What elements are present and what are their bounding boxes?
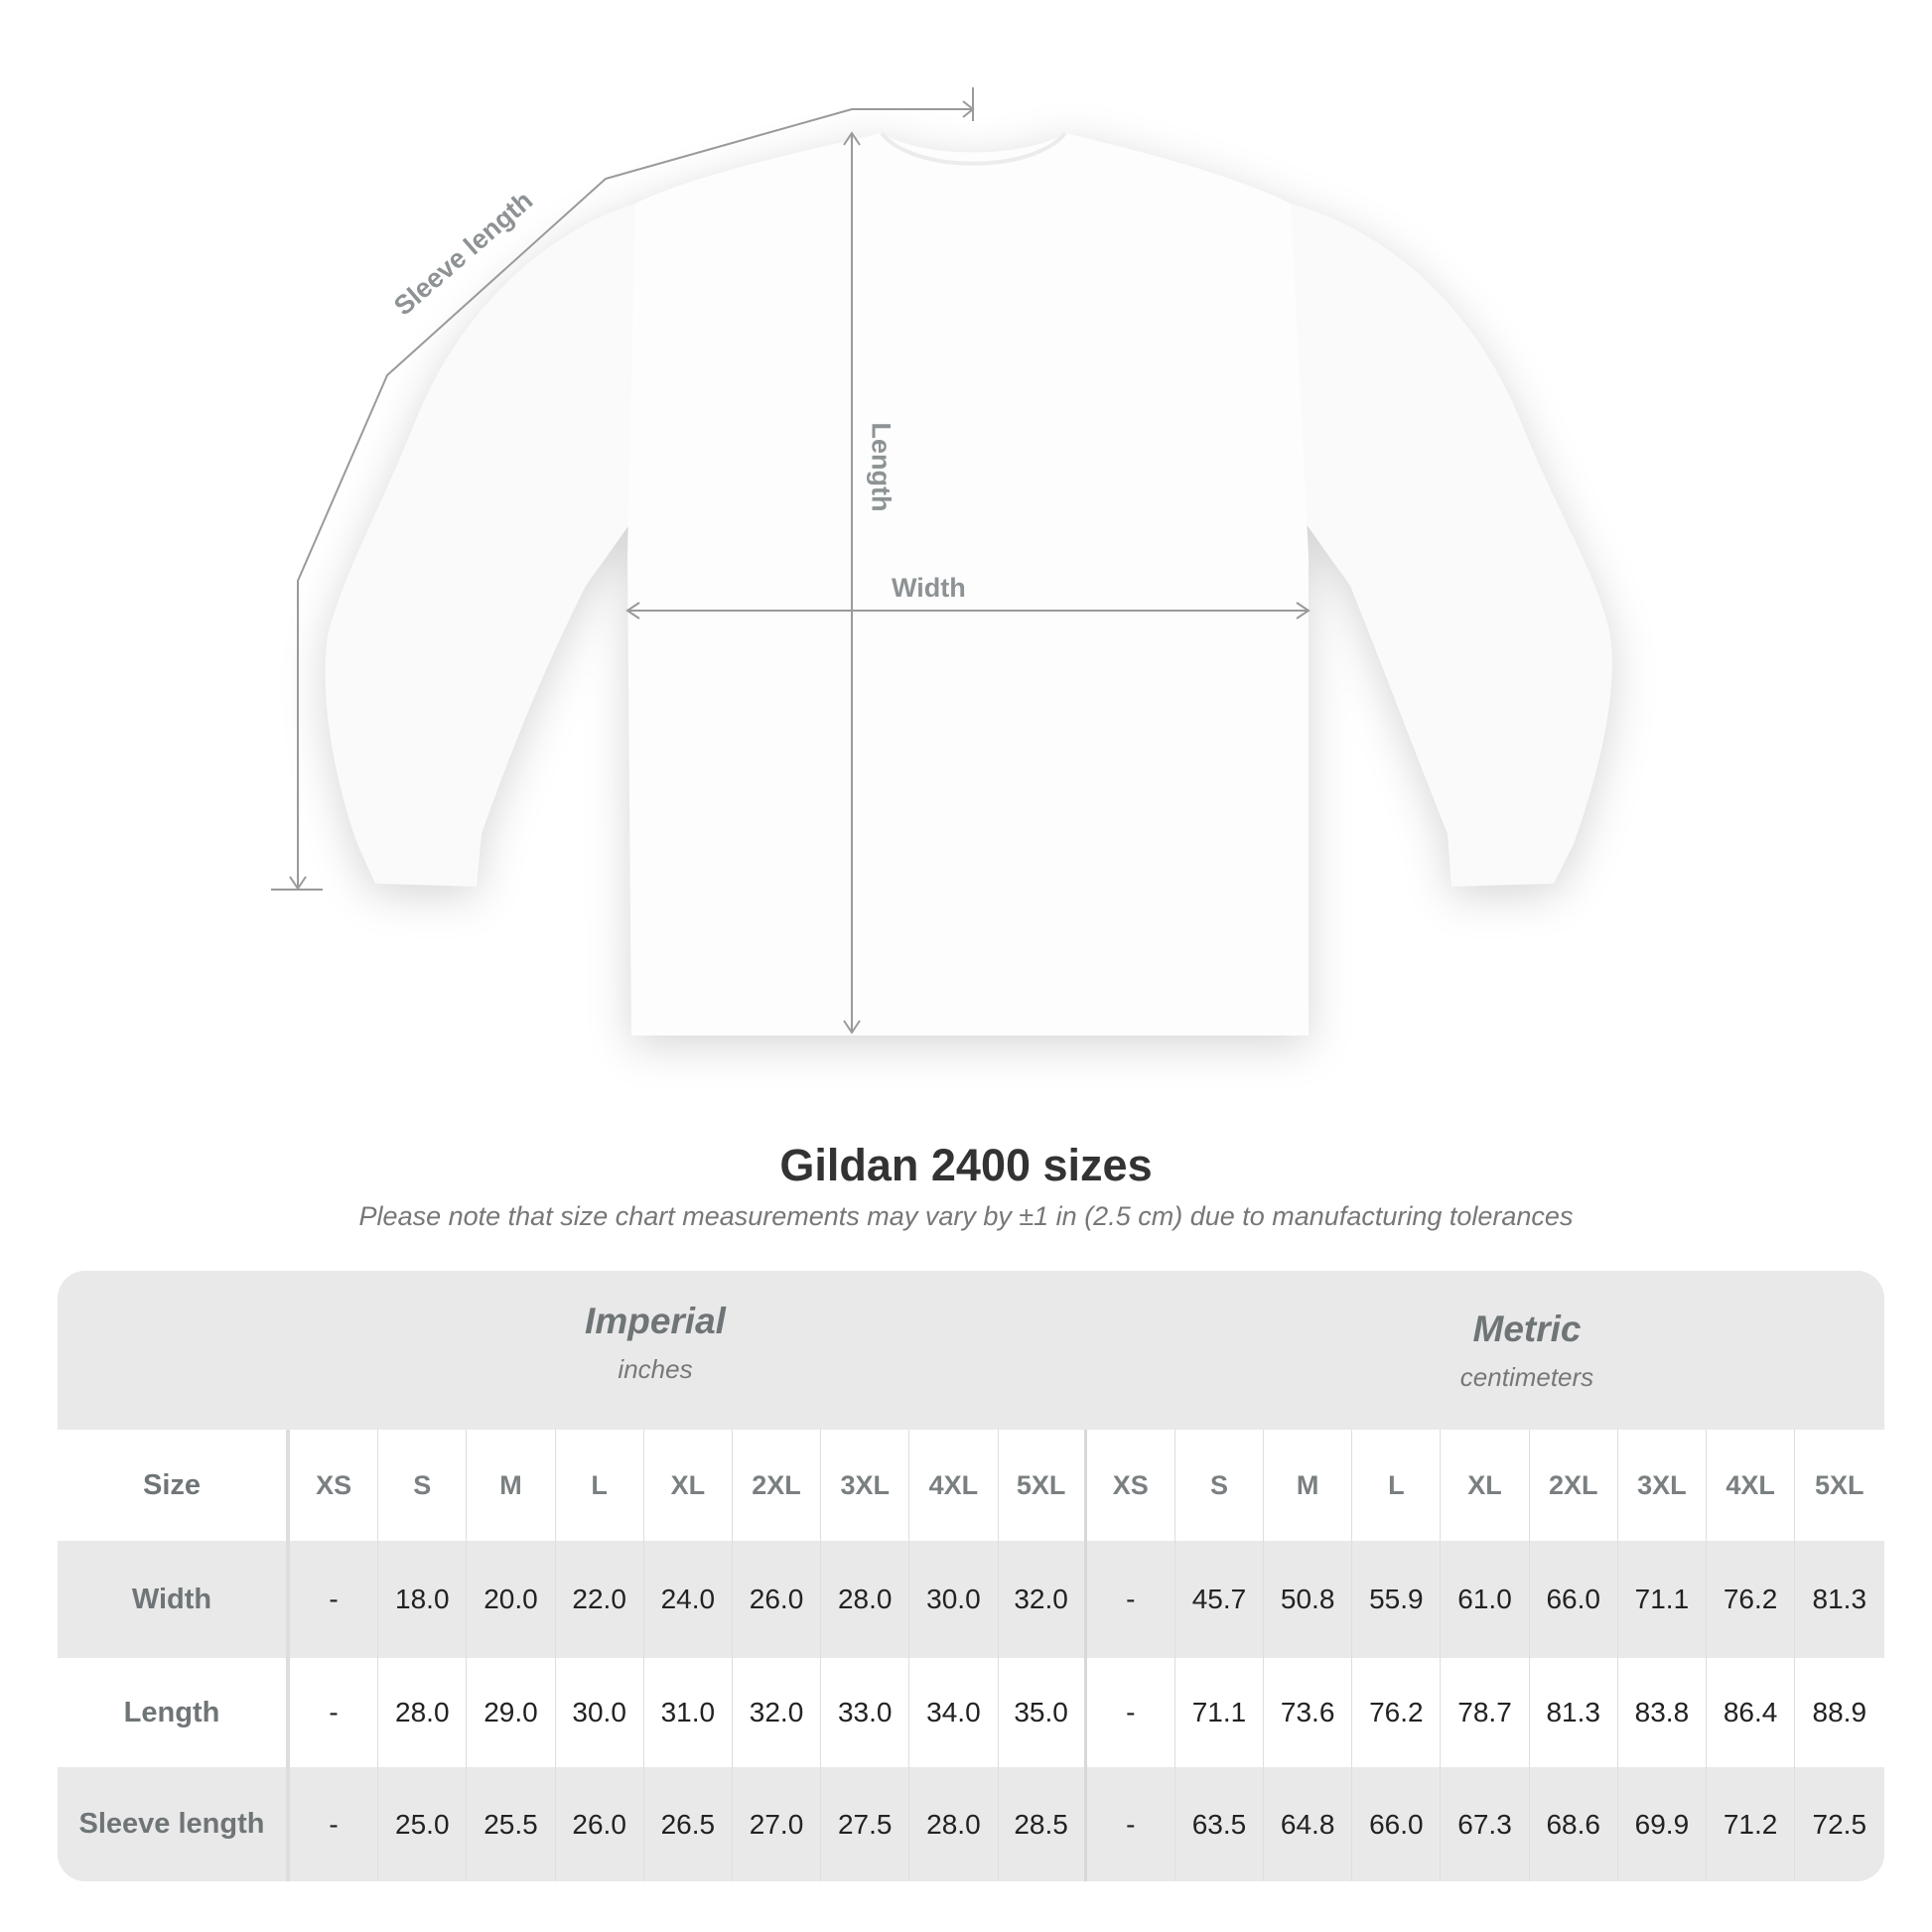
value-cell: 20.0 (467, 1541, 556, 1658)
value-cell: - (1087, 1658, 1175, 1767)
size-header-cell: L (1352, 1430, 1442, 1541)
value-cell: 32.0 (999, 1541, 1087, 1658)
long-sleeve-shirt-image (325, 131, 1612, 1035)
value-cell: 26.5 (644, 1767, 733, 1881)
metric-title: Metric (1472, 1309, 1582, 1349)
size-header-cell: 4XL (909, 1430, 999, 1541)
size-header-cell: 3XL (1618, 1430, 1707, 1541)
value-cell: 71.1 (1175, 1658, 1265, 1767)
value-cell: 26.0 (556, 1767, 644, 1881)
value-cell: - (290, 1541, 379, 1658)
value-cell: 30.0 (909, 1541, 999, 1658)
value-cell: 25.0 (378, 1767, 468, 1881)
value-cell: 28.5 (999, 1767, 1087, 1881)
value-cell: 28.0 (378, 1658, 468, 1767)
size-header-cell: L (556, 1430, 644, 1541)
width-label: Width (892, 573, 966, 603)
value-cell: 50.8 (1264, 1541, 1353, 1658)
sleeve-length-line (297, 108, 973, 887)
value-cell: 55.9 (1352, 1541, 1442, 1658)
value-cell: 71.1 (1618, 1541, 1707, 1658)
row-label: Width (58, 1541, 290, 1658)
metric-unit: centimeters (1459, 1362, 1594, 1392)
value-cell: 24.0 (644, 1541, 733, 1658)
value-cell: 18.0 (378, 1541, 468, 1658)
imperial-unit: inches (618, 1354, 693, 1384)
size-table: Imperial inches Metric centimeters Size X… (58, 1271, 1884, 1881)
value-cell: 76.2 (1352, 1658, 1442, 1767)
unit-header-band: Imperial inches Metric centimeters (58, 1271, 1884, 1430)
value-cell: 61.0 (1441, 1541, 1530, 1658)
value-cell: 64.8 (1264, 1767, 1353, 1881)
size-header-cell: M (467, 1430, 556, 1541)
metric-header: Metric centimeters (1229, 1309, 1825, 1393)
size-header-cell: XL (644, 1430, 733, 1541)
size-header-cell: 2XL (733, 1430, 822, 1541)
value-cell: 83.8 (1618, 1658, 1707, 1767)
value-cell: 28.0 (821, 1541, 910, 1658)
size-header-cell: 3XL (821, 1430, 910, 1541)
size-header-cell: XS (290, 1430, 379, 1541)
value-cell: - (290, 1767, 379, 1881)
value-cell: 27.5 (821, 1767, 910, 1881)
value-cell: 22.0 (556, 1541, 644, 1658)
table-row: Width -18.0 20.0 22.0 24.0 26.0 28.0 30.0 32.0-4… (58, 1541, 1884, 1658)
value-cell: 29.0 (467, 1658, 556, 1767)
value-cell: 35.0 (999, 1658, 1087, 1767)
size-header-cell: XS (1087, 1430, 1175, 1541)
value-cell: 63.5 (1175, 1767, 1265, 1881)
value-cell: 34.0 (909, 1658, 999, 1767)
value-cell: - (290, 1658, 379, 1767)
size-header-cell: XL (1441, 1430, 1530, 1541)
value-cell: 78.7 (1441, 1658, 1530, 1767)
value-cell: - (1087, 1541, 1175, 1658)
value-cell: 27.0 (733, 1767, 822, 1881)
value-cell: 72.5 (1812, 1808, 1867, 1840)
length-label: Length (866, 422, 897, 512)
value-cell: 81.3 (1812, 1584, 1867, 1614)
value-cell: 30.0 (556, 1658, 644, 1767)
imperial-title: Imperial (585, 1301, 726, 1341)
value-cell: 76.2 (1707, 1541, 1796, 1658)
size-header-cell: 5XL (999, 1430, 1087, 1541)
value-cell: 88.9 (1812, 1697, 1867, 1727)
value-cell: 81.3 (1530, 1658, 1618, 1767)
row-label: Length (58, 1658, 290, 1767)
value-cell: 33.0 (821, 1658, 910, 1767)
row-label: Sleeve length (58, 1767, 290, 1881)
page-title: Gildan 2400 sizes (779, 1140, 1153, 1190)
size-header-cell: M (1264, 1430, 1353, 1541)
value-cell: 71.2 (1707, 1767, 1796, 1881)
shirt-diagram (271, 87, 1612, 1035)
value-cell: 86.4 (1707, 1658, 1796, 1767)
value-cell: 45.7 (1175, 1541, 1265, 1658)
size-header-cell: S (378, 1430, 468, 1541)
value-cell: 68.6 (1530, 1767, 1618, 1881)
tolerance-note: Please note that size chart measurements… (358, 1201, 1574, 1231)
value-cell: - (1087, 1767, 1175, 1881)
imperial-header: Imperial inches (357, 1301, 953, 1385)
size-header-cell: 4XL (1707, 1430, 1796, 1541)
value-cell: 25.5 (467, 1767, 556, 1881)
size-header-cell: S (1175, 1430, 1265, 1541)
size-header-cell: 2XL (1530, 1430, 1618, 1541)
size-header-label: Size (58, 1430, 290, 1541)
value-cell: 32.0 (733, 1658, 822, 1767)
value-cell: 73.6 (1264, 1658, 1353, 1767)
value-cell: 31.0 (644, 1658, 733, 1767)
value-cell: 66.0 (1352, 1767, 1442, 1881)
value-cell: 67.3 (1441, 1767, 1530, 1881)
value-cell: 28.0 (909, 1767, 999, 1881)
value-cell: 66.0 (1530, 1541, 1618, 1658)
table-row: Length -28.0 29.0 30.0 31.0 32.0 33.0 34.0 35.0-… (58, 1658, 1884, 1767)
value-cell: 26.0 (733, 1541, 822, 1658)
size-header-cell: 5XL (1815, 1469, 1864, 1500)
table-row: Sleeve length -25.0 25.5 26.0 26.5 27.0 27.5 28… (58, 1767, 1884, 1881)
value-cell: 69.9 (1618, 1767, 1707, 1881)
size-header-row: Size XS S M L XL 2XL 3XL 4XL 5XL XS S M L XL 2XL 3XL 4XL 5… (58, 1430, 1884, 1541)
measurement-lines (271, 87, 1311, 1035)
